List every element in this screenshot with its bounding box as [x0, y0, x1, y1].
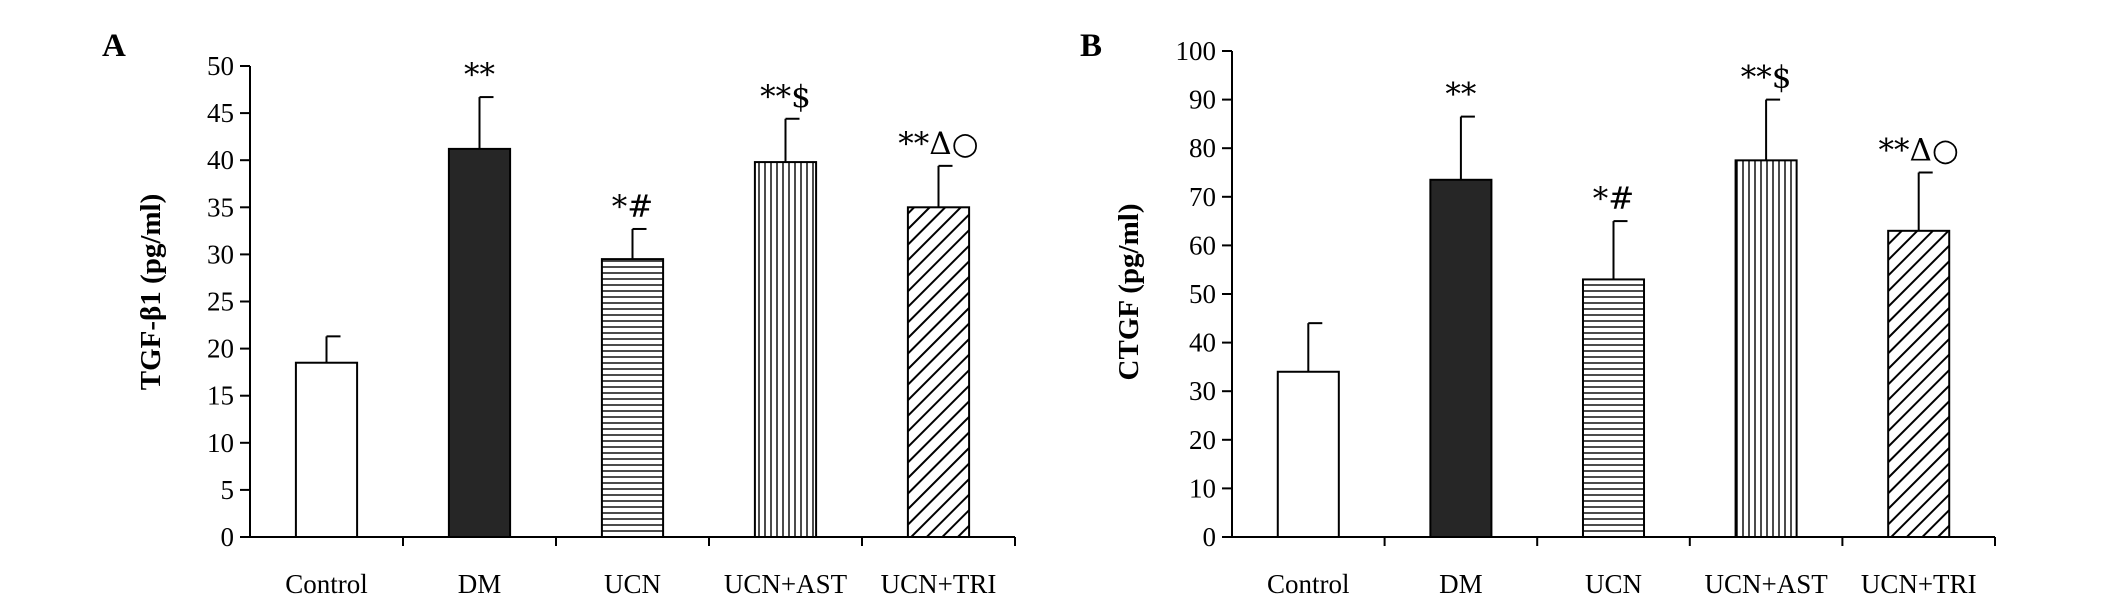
bar [600, 258, 665, 538]
significance-label: **Δ○ [1878, 133, 1958, 169]
y-tick-label: 5 [221, 475, 235, 505]
y-tick-label: 20 [207, 334, 234, 364]
y-tick-label: 30 [207, 239, 234, 269]
y-tick-label: 25 [207, 287, 234, 317]
bar [1734, 159, 1798, 538]
bar [1581, 278, 1646, 538]
panel-a: A TGF-β1 (pg/ml) 0 5 10 15 20 25 30 35 40 45 50 Con… [102, 28, 1016, 599]
bar [294, 361, 359, 539]
significance-label: *# [612, 189, 653, 225]
x-tick-label: UCN+AST [724, 569, 848, 599]
x-tick-label: UCN+TRI [881, 569, 997, 599]
y-tick-label: 60 [1189, 230, 1216, 260]
significance-label: ** [464, 57, 495, 93]
panel-label: B [1080, 28, 1102, 64]
y-tick-label: 15 [207, 381, 234, 411]
y-tick-label: 90 [1189, 85, 1216, 115]
bar [1429, 178, 1493, 538]
chart-marks: 0 10 20 30 40 50 60 70 80 90 100 Control DM ** UCN *# UC… [1176, 36, 1996, 599]
x-tick-label: Control [285, 569, 368, 599]
y-tick-label: 10 [1189, 473, 1216, 503]
panel-b: B CTGF (pg/ml) 0 10 20 30 40 50 60 70 80 90 100 Con… [1080, 28, 1996, 599]
significance-label: ** [1445, 77, 1476, 113]
x-tick-label: UCN+AST [1704, 569, 1828, 599]
significance-label: **$ [760, 79, 811, 115]
bar [753, 161, 818, 538]
chart-marks: 0 5 10 15 20 25 30 35 40 45 50 Control DM ** UCN *# UCN+… [207, 51, 1016, 599]
significance-label: *# [1593, 181, 1634, 217]
y-tick-label: 35 [207, 192, 234, 222]
significance-label: **$ [1741, 60, 1792, 96]
y-tick-label: 50 [207, 51, 234, 81]
y-tick-label: 70 [1189, 182, 1216, 212]
y-axis-title: TGF-β1 (pg/ml) [135, 194, 167, 391]
x-tick-label: UCN+TRI [1861, 569, 1977, 599]
bar [1276, 370, 1340, 539]
y-tick-label: 80 [1189, 133, 1216, 163]
y-tick-label: 10 [207, 428, 234, 458]
y-tick-label: 0 [221, 522, 235, 552]
bar [447, 147, 512, 538]
bar [1887, 229, 1951, 538]
x-tick-label: UCN [604, 569, 661, 599]
x-tick-label: UCN [1585, 569, 1642, 599]
y-tick-label: 50 [1189, 279, 1216, 309]
bar [906, 206, 971, 539]
y-tick-label: 100 [1176, 36, 1217, 66]
y-tick-label: 40 [1189, 328, 1216, 358]
y-tick-label: 20 [1189, 425, 1216, 455]
x-tick-label: Control [1267, 569, 1350, 599]
y-tick-label: 0 [1203, 522, 1217, 552]
significance-label: **Δ○ [898, 126, 978, 162]
panel-label: A [102, 28, 126, 64]
y-tick-label: 30 [1189, 376, 1216, 406]
x-tick-label: DM [1439, 569, 1483, 599]
y-tick-label: 40 [207, 145, 234, 175]
x-tick-label: DM [458, 569, 502, 599]
y-tick-label: 45 [207, 98, 234, 128]
y-axis-title: CTGF (pg/ml) [1113, 204, 1145, 381]
